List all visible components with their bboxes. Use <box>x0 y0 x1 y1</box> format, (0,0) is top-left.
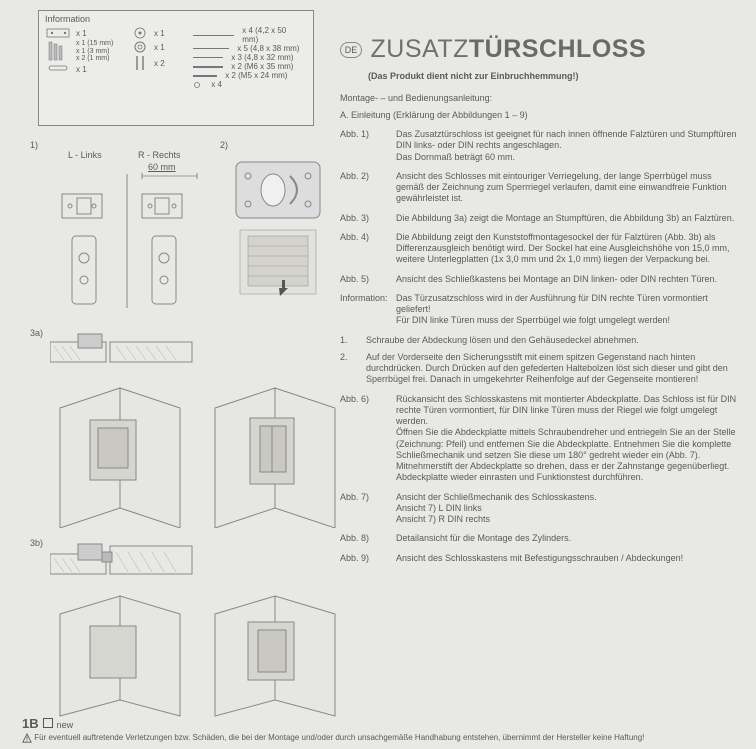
diagram-iso-lower <box>50 588 340 718</box>
step-item: 1.Schraube der Abdeckung lösen und den G… <box>340 335 740 346</box>
part-item: x 1 <box>131 26 187 40</box>
diag-3b-label: 3b) <box>30 538 43 548</box>
abb-item: Abb. 9)Ansicht des Schlosskastens mit Be… <box>340 553 740 564</box>
left-column: Information x 1 x 1 (15 mm) x 1 (3 mm) x… <box>38 10 338 126</box>
part-item: x 1 <box>131 40 187 54</box>
diagram-area: 1) L - Links R - Rechts 60 mm 2) <box>30 140 340 710</box>
l-links-label: L - Links <box>68 150 102 160</box>
subtitle: (Das Produkt dient nicht zur Einbruchhem… <box>368 71 740 82</box>
warning-icon <box>22 733 32 743</box>
information-box: Information x 1 x 1 (15 mm) x 1 (3 mm) x… <box>38 10 314 126</box>
abb-item: Abb. 7)Ansicht der Schließmechanik des S… <box>340 492 740 526</box>
diagram-3b <box>50 542 200 586</box>
einleitung-head: A. Einleitung (Erklärung der Abbildungen… <box>340 110 740 121</box>
abb-item: Abb. 2)Ansicht des Schlosses mit eintour… <box>340 171 740 205</box>
right-column: DE ZUSATZTÜRSCHLOSS (Das Produkt dient n… <box>340 34 740 572</box>
footer-warning: Für eventuell auftretende Verletzungen b… <box>22 733 742 743</box>
abb-list: Abb. 1)Das Zusatztürschloss ist geeignet… <box>340 129 740 285</box>
footer: 1Bnew Für eventuell auftretende Verletzu… <box>22 716 742 743</box>
abb-item: Abb. 1)Das Zusatztürschloss ist geeignet… <box>340 129 740 163</box>
step-item: 2.Auf der Vorderseite den Sicherungsstif… <box>340 352 740 386</box>
part-item: x 1 <box>45 63 125 75</box>
screw-item: x 4 (4,2 x 50 mm) <box>193 26 303 44</box>
information-block: Information: Das Türzusatzschloss wird i… <box>340 293 740 327</box>
steps-list: 1.Schraube der Abdeckung lösen und den G… <box>340 335 740 386</box>
abb-item: Abb. 5)Ansicht des Schließkastens bei Mo… <box>340 274 740 285</box>
page-title: ZUSATZTÜRSCHLOSS <box>371 34 647 65</box>
screw-item: x 2 (M6 x 35 mm) <box>193 62 303 71</box>
abb-list-2: Abb. 6)Rückansicht des Schlosskastens mi… <box>340 394 740 564</box>
part-item: x 1 (15 mm) x 1 (3 mm) x 2 (1 mm) <box>45 40 125 63</box>
diag-2-label: 2) <box>220 140 228 150</box>
montage-head: Montage- – und Bedienungsanleitung: <box>340 93 740 104</box>
part-item: x 1 <box>45 26 125 40</box>
diag-1-label: 1) <box>30 140 38 150</box>
diagram-2 <box>230 156 330 306</box>
diagram-3a <box>50 332 200 372</box>
abb-item: Abb. 6)Rückansicht des Schlosskastens mi… <box>340 394 740 484</box>
abb-item: Abb. 3)Die Abbildung 3a) zeigt die Monta… <box>340 213 740 224</box>
abb-item: Abb. 8)Detailansicht für die Montage des… <box>340 533 740 544</box>
screw-item: x 5 (4,8 x 38 mm) <box>193 44 303 53</box>
screw-item: x 4 <box>193 80 303 89</box>
part-item: x 2 <box>131 54 187 72</box>
screw-item: x 2 (M5 x 24 mm) <box>193 71 303 80</box>
footer-code: 1Bnew <box>22 716 742 731</box>
diagram-iso-upper <box>50 378 340 528</box>
abb-item: Abb. 4)Die Abbildung zeigt den Kunststof… <box>340 232 740 266</box>
lang-badge: DE <box>340 42 362 58</box>
header-row: DE ZUSATZTÜRSCHLOSS <box>340 34 740 65</box>
screw-item: x 3 (4,8 x 32 mm) <box>193 53 303 62</box>
diagram-1 <box>42 168 212 318</box>
diag-3a-label: 3a) <box>30 328 43 338</box>
info-title: Information <box>45 14 307 24</box>
r-rechts-label: R - Rechts <box>138 150 181 160</box>
